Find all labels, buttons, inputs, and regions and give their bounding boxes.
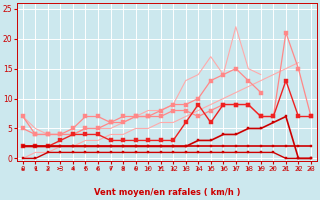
X-axis label: Vent moyen/en rafales ( km/h ): Vent moyen/en rafales ( km/h ) <box>94 188 240 197</box>
